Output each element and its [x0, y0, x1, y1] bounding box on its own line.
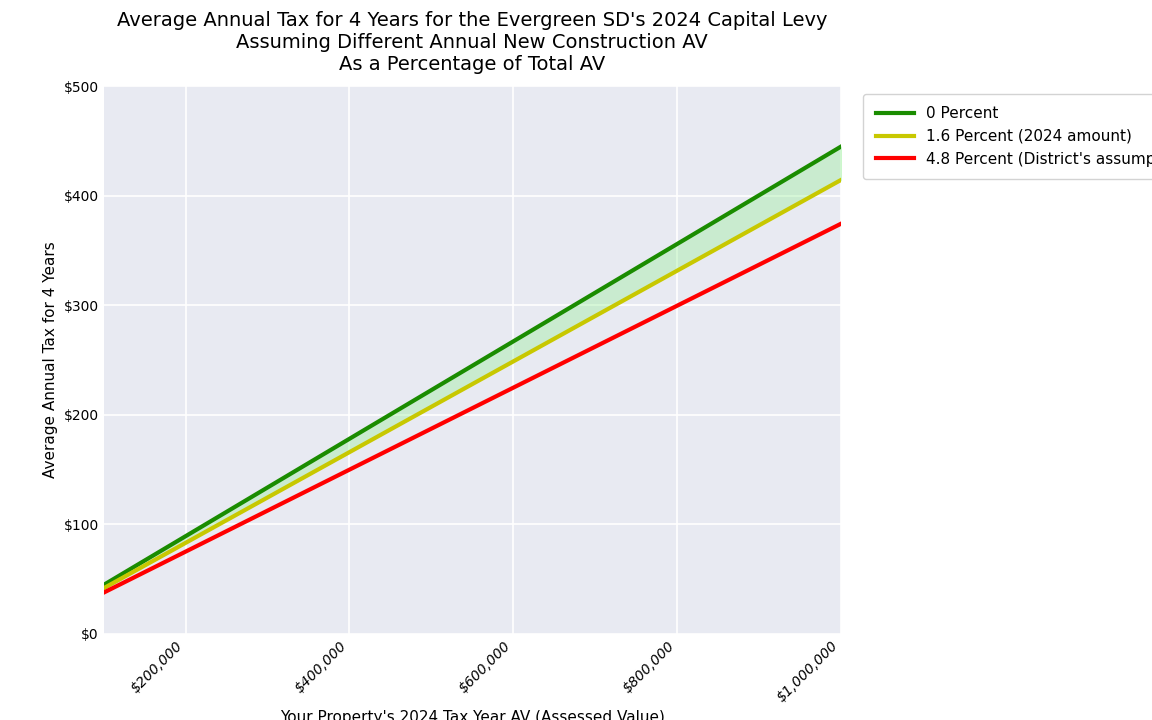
Line: 0 Percent: 0 Percent	[104, 147, 841, 585]
1.6 Percent (2024 amount)	[817, 186, 831, 194]
4.8 Percent (District's assumption)	[495, 389, 509, 397]
Legend: 0 Percent, 1.6 Percent (2024 amount), 4.8 Percent (District's assumption): 0 Percent, 1.6 Percent (2024 amount), 4.…	[863, 94, 1152, 179]
1.6 Percent (2024 amount)	[702, 249, 715, 258]
0 Percent	[702, 221, 715, 230]
4.8 Percent (District's assumption)	[447, 413, 461, 422]
1.6 Percent (2024 amount)	[97, 584, 111, 593]
4.8 Percent (District's assumption)	[97, 588, 111, 597]
1.6 Percent (2024 amount)	[536, 341, 550, 350]
0 Percent	[97, 580, 111, 589]
0 Percent	[495, 343, 509, 352]
Y-axis label: Average Annual Tax for 4 Years: Average Annual Tax for 4 Years	[43, 242, 58, 478]
X-axis label: Your Property's 2024 Tax Year AV (Assessed Value): Your Property's 2024 Tax Year AV (Assess…	[280, 711, 665, 720]
0 Percent	[817, 153, 831, 161]
Line: 4.8 Percent (District's assumption): 4.8 Percent (District's assumption)	[104, 224, 841, 593]
0 Percent	[452, 370, 465, 379]
Line: 1.6 Percent (2024 amount): 1.6 Percent (2024 amount)	[104, 180, 841, 588]
0 Percent	[834, 143, 848, 151]
Title: Average Annual Tax for 4 Years for the Evergreen SD's 2024 Capital Levy
Assuming: Average Annual Tax for 4 Years for the E…	[118, 11, 827, 73]
4.8 Percent (District's assumption)	[834, 220, 848, 228]
1.6 Percent (2024 amount)	[834, 176, 848, 184]
0 Percent	[536, 320, 550, 328]
1.6 Percent (2024 amount)	[495, 363, 509, 372]
0 Percent	[447, 372, 461, 381]
4.8 Percent (District's assumption)	[536, 369, 550, 377]
1.6 Percent (2024 amount)	[447, 390, 461, 399]
4.8 Percent (District's assumption)	[452, 411, 465, 420]
4.8 Percent (District's assumption)	[817, 228, 831, 237]
4.8 Percent (District's assumption)	[702, 286, 715, 294]
1.6 Percent (2024 amount)	[452, 387, 465, 396]
